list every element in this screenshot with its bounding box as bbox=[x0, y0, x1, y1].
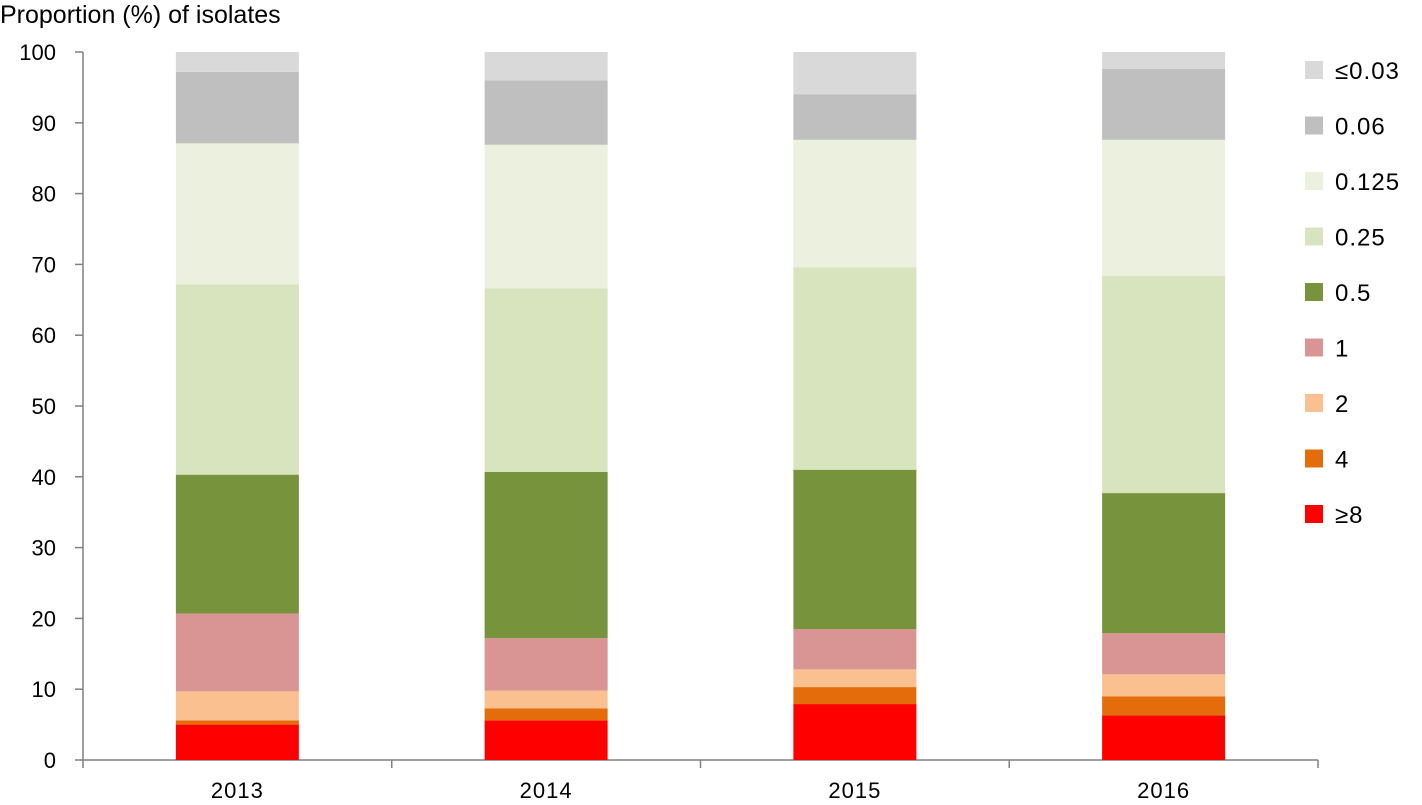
legend-item: 4 bbox=[1305, 447, 1349, 474]
bar-segment bbox=[175, 613, 299, 692]
legend-item: 0.25 bbox=[1305, 225, 1386, 252]
bar-segment bbox=[175, 52, 299, 72]
legend-swatch bbox=[1305, 227, 1323, 246]
bar-segment bbox=[175, 720, 299, 725]
bar-segment bbox=[1102, 139, 1226, 276]
legend-label: 0.06 bbox=[1335, 114, 1386, 141]
legend-label: 1 bbox=[1335, 336, 1349, 363]
y-tick-label: 90 bbox=[32, 111, 56, 136]
legend-swatch bbox=[1305, 116, 1323, 135]
bar-segment bbox=[793, 469, 917, 630]
bar-segment bbox=[793, 94, 917, 140]
legend: ≤0.03 0.06 0.125 0.25 0.5 1 2 4 ≥8 bbox=[1305, 58, 1400, 529]
bar-segment bbox=[175, 71, 299, 144]
bar-stack-2013 bbox=[175, 52, 299, 760]
bar-stack-2016 bbox=[1102, 52, 1226, 760]
x-tick-label: 2015 bbox=[828, 778, 881, 800]
bar-segment bbox=[175, 284, 299, 475]
legend-swatch bbox=[1305, 172, 1323, 190]
axes: 0 10 20 30 40 50 60 70 80 90 100 2013 2014 2015 2016 bbox=[19, 40, 1319, 803]
y-tick-label: 60 bbox=[32, 323, 56, 348]
bar-segment bbox=[484, 690, 608, 709]
bar-segment bbox=[793, 669, 917, 688]
legend-label: 0.125 bbox=[1335, 169, 1400, 196]
legend-label: 4 bbox=[1335, 447, 1349, 474]
bar-segment bbox=[484, 144, 608, 289]
legend-item: ≤0.03 bbox=[1305, 58, 1400, 85]
legend-swatch bbox=[1305, 449, 1323, 468]
y-tick-label: 70 bbox=[32, 252, 56, 277]
legend-label: ≥8 bbox=[1335, 502, 1364, 529]
x-tick-label: 2014 bbox=[520, 778, 573, 800]
legend-swatch bbox=[1305, 505, 1323, 523]
legend-label: 0.5 bbox=[1335, 280, 1371, 307]
legend-label: 2 bbox=[1335, 391, 1349, 418]
bars bbox=[175, 52, 1226, 760]
legend-item: ≥8 bbox=[1305, 502, 1364, 529]
bar-stack-2014 bbox=[484, 52, 608, 760]
bar-segment bbox=[1102, 68, 1226, 140]
legend-swatch bbox=[1305, 283, 1323, 301]
y-tick-label: 10 bbox=[32, 677, 56, 702]
bar-segment bbox=[1102, 674, 1226, 697]
bar-segment bbox=[484, 288, 608, 472]
legend-label: 0.25 bbox=[1335, 225, 1386, 252]
bar-stack-2015 bbox=[793, 52, 917, 760]
y-tick-label: 100 bbox=[19, 40, 56, 65]
legend-swatch bbox=[1305, 61, 1323, 79]
legend-item: 2 bbox=[1305, 391, 1349, 418]
bar-segment bbox=[175, 143, 299, 285]
bar-segment bbox=[1102, 696, 1226, 716]
bar-segment bbox=[484, 720, 608, 760]
bar-segment bbox=[175, 724, 299, 760]
bar-segment bbox=[484, 638, 608, 691]
y-tick-label: 80 bbox=[32, 182, 56, 207]
y-tick-label: 50 bbox=[32, 394, 56, 419]
bar-segment bbox=[484, 708, 608, 721]
bar-segment bbox=[793, 52, 917, 95]
legend-item: 1 bbox=[1305, 336, 1349, 363]
y-tick-label: 30 bbox=[32, 536, 56, 561]
bar-segment bbox=[175, 691, 299, 721]
legend-item: 0.125 bbox=[1305, 169, 1400, 196]
bar-segment bbox=[793, 139, 917, 268]
bar-segment bbox=[1102, 715, 1226, 760]
legend-item: 0.06 bbox=[1305, 114, 1386, 141]
bar-segment bbox=[1102, 52, 1226, 69]
bar-segment bbox=[484, 52, 608, 81]
y-tick-label: 40 bbox=[32, 465, 56, 490]
legend-swatch bbox=[1305, 338, 1323, 357]
bar-segment bbox=[793, 687, 917, 705]
y-tick-label: 20 bbox=[32, 606, 56, 631]
x-tick-label: 2013 bbox=[211, 778, 264, 800]
bar-segment bbox=[1102, 493, 1226, 634]
y-axis-title: Proportion (%) of isolates bbox=[0, 1, 281, 29]
bar-segment bbox=[175, 474, 299, 614]
legend-swatch bbox=[1305, 394, 1323, 412]
bar-segment bbox=[1102, 633, 1226, 675]
y-tick-label: 0 bbox=[44, 748, 56, 773]
legend-label: ≤0.03 bbox=[1335, 58, 1400, 85]
legend-item: 0.5 bbox=[1305, 280, 1371, 307]
bar-segment bbox=[793, 629, 917, 670]
bar-segment bbox=[484, 471, 608, 639]
x-tick-label: 2016 bbox=[1137, 778, 1190, 800]
bar-segment bbox=[793, 704, 917, 760]
bar-segment bbox=[484, 80, 608, 145]
bar-segment bbox=[793, 267, 917, 470]
bar-segment bbox=[1102, 275, 1226, 494]
